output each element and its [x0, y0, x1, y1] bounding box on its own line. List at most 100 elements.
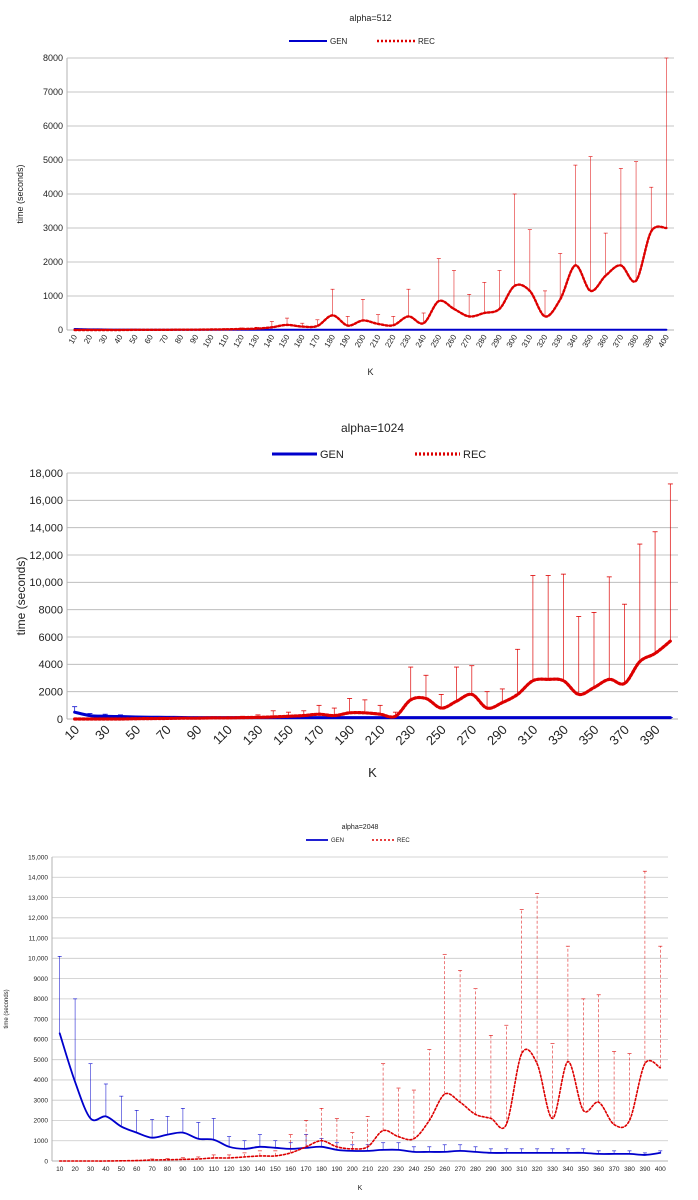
y-tick-label: 13,000: [28, 895, 48, 902]
series-rec: [73, 483, 673, 721]
x-tick-label: 40: [112, 333, 125, 346]
x-tick-label: 380: [626, 333, 641, 350]
y-tick-label: 6000: [43, 121, 63, 131]
x-tick-label: 280: [470, 1166, 481, 1173]
y-gridlines: 0 1000 2000 3000 4000 5000 6000 7000 8000: [43, 53, 674, 335]
y-tick-label: 2000: [34, 1118, 49, 1125]
x-tick-label: 110: [217, 333, 231, 349]
x-tick-label: 290: [485, 1166, 496, 1173]
y-tick-label: 16,000: [29, 495, 63, 507]
x-tick-label: 360: [593, 1166, 604, 1173]
y-axis-label: time (seconds): [14, 557, 28, 636]
x-tick-label: 170: [301, 722, 327, 748]
y-gridlines: 0 1000 2000 3000 4000 5000 6000 7000 8000 9000 10,…: [28, 854, 668, 1165]
x-tick-label: 90: [188, 333, 201, 346]
x-tick-labels: 10 20 30 40 50 60 70 80 90 100 110 120 130 140 150 160 1…: [67, 333, 671, 350]
x-tick-label: 150: [270, 1166, 281, 1173]
legend-label-rec: REC: [397, 838, 410, 844]
y-tick-label: 14,000: [28, 875, 48, 882]
y-tick-label: 14,000: [29, 523, 63, 535]
y-tick-label: 2000: [43, 257, 63, 267]
x-tick-label: 220: [378, 1166, 389, 1173]
x-tick-label: 250: [423, 722, 449, 748]
x-tick-label: 240: [408, 1166, 419, 1173]
x-tick-label: 30: [87, 1166, 95, 1173]
x-tick-label: 90: [179, 1166, 187, 1173]
y-tick-label: 2000: [39, 687, 63, 699]
chart-2: alpha=1024 GEN REC 0 2000 4000 6000 8000 10,000 1…: [14, 421, 678, 780]
x-tick-label: 350: [576, 722, 602, 748]
y-tick-label: 11,000: [29, 935, 49, 942]
x-tick-label: 30: [97, 333, 110, 346]
x-tick-label: 380: [624, 1166, 635, 1173]
y-tick-label: 10,000: [28, 956, 48, 963]
x-tick-label: 160: [292, 333, 307, 350]
x-tick-label: 400: [655, 1166, 666, 1173]
x-tick-label: 130: [239, 1166, 250, 1173]
x-tick-label: 370: [611, 333, 626, 350]
legend-label-gen: GEN: [330, 37, 348, 46]
x-tick-label: 50: [123, 722, 144, 743]
chart-title: alpha=2048: [342, 824, 379, 831]
x-tick-label: 60: [143, 333, 156, 346]
x-tick-label: 370: [606, 722, 632, 748]
x-tick-label: 270: [453, 722, 479, 748]
x-tick-label: 350: [581, 333, 596, 350]
x-tick-label: 330: [545, 722, 571, 748]
y-tick-label: 3000: [34, 1097, 49, 1104]
x-tick-label: 260: [439, 1166, 450, 1173]
x-tick-label: 180: [323, 333, 338, 350]
x-tick-label: 60: [133, 1166, 141, 1173]
x-tick-labels: 10 20 30 40 50 60 70 80 90 100 110 120 130 140 150 160 1…: [56, 1166, 666, 1173]
x-tick-label: 290: [490, 333, 505, 350]
y-tick-label: 4000: [39, 659, 63, 671]
x-tick-label: 210: [368, 333, 383, 350]
x-tick-label: 240: [414, 333, 429, 350]
legend: GEN REC: [272, 449, 486, 461]
x-tick-label: 70: [148, 1166, 156, 1173]
y-tick-label: 6000: [39, 632, 63, 644]
x-tick-label: 10: [61, 722, 82, 743]
y-tick-label: 7000: [34, 1016, 49, 1023]
x-tick-label: 390: [641, 333, 656, 350]
x-tick-label: 310: [516, 1166, 527, 1173]
legend-label-rec: REC: [463, 449, 486, 461]
x-tick-label: 130: [240, 722, 266, 748]
x-tick-label: 50: [118, 1166, 126, 1173]
y-tick-label: 12,000: [29, 550, 63, 562]
x-axis-label: K: [358, 1185, 363, 1192]
x-tick-label: 340: [565, 333, 580, 350]
error-bars-rec: [119, 870, 663, 1161]
x-tick-label: 340: [562, 1166, 573, 1173]
x-tick-label: 320: [532, 1166, 543, 1173]
x-tick-label: 20: [82, 333, 95, 346]
series-rec: [58, 870, 663, 1162]
x-tick-label: 70: [153, 722, 174, 743]
x-tick-label: 390: [637, 722, 663, 748]
chart-1: alpha=512 GEN REC 0 1000 2000 3000 4000 5000 6000…: [15, 13, 674, 377]
x-tick-label: 300: [501, 1166, 512, 1173]
x-tick-label: 310: [520, 333, 535, 350]
x-tick-label: 40: [102, 1166, 110, 1173]
x-tick-label: 70: [158, 333, 171, 346]
x-tick-label: 170: [301, 1166, 312, 1173]
x-tick-label: 140: [262, 333, 277, 350]
legend: GEN REC: [306, 838, 410, 844]
x-tick-label: 230: [393, 1166, 404, 1173]
x-tick-label: 30: [92, 722, 113, 743]
x-tick-label: 150: [270, 722, 296, 748]
series-rec: [73, 57, 669, 332]
legend-label-gen: GEN: [320, 449, 344, 461]
x-tick-label: 110: [209, 1166, 220, 1173]
x-tick-label: 20: [71, 1166, 79, 1173]
x-tick-label: 220: [383, 333, 398, 350]
legend: GEN REC: [289, 37, 435, 46]
y-tick-label: 3000: [43, 223, 63, 233]
x-tick-label: 270: [455, 1166, 466, 1173]
series-gen: [57, 956, 663, 1156]
y-tick-label: 6000: [34, 1037, 49, 1044]
x-tick-label: 360: [596, 333, 611, 350]
y-tick-label: 8000: [43, 53, 63, 63]
y-tick-label: 15,000: [28, 854, 48, 861]
y-tick-label: 4000: [43, 189, 63, 199]
